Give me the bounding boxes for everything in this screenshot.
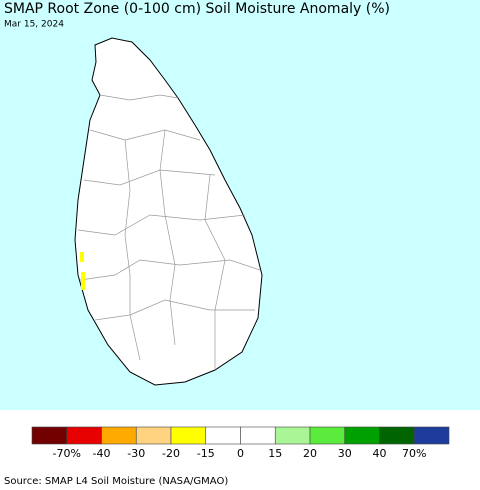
legend-label: -30	[127, 447, 145, 460]
legend: -70% -40 -30 -20 -15 0 15 20 30 40 70%	[31, 426, 450, 460]
legend-swatch	[135, 426, 172, 445]
legend-label: 0	[237, 447, 244, 460]
legend-swatch	[274, 426, 311, 445]
legend-label: -70%	[53, 447, 81, 460]
legend-swatch	[309, 426, 346, 445]
legend-label: -15	[197, 447, 215, 460]
district-borders	[77, 94, 261, 370]
legend-label: 20	[303, 447, 317, 460]
map-title: SMAP Root Zone (0-100 cm) Soil Moisture …	[4, 1, 390, 17]
legend-label: 40	[373, 447, 387, 460]
legend-swatch	[413, 426, 450, 445]
legend-swatch	[379, 426, 415, 445]
legend-label: -40	[93, 447, 111, 460]
legend-label: -20	[162, 447, 180, 460]
legend-swatch	[240, 426, 276, 445]
legend-swatch	[344, 426, 380, 445]
map-date: Mar 15, 2024	[4, 20, 64, 30]
legend-swatch	[101, 426, 137, 445]
legend-swatch	[205, 426, 241, 445]
legend-label: 15	[268, 447, 282, 460]
source-note: Source: SMAP L4 Soil Moisture (NASA/GMAO…	[4, 476, 228, 487]
legend-label: 70%	[402, 447, 426, 460]
legend-swatch	[170, 426, 207, 445]
legend-label: 30	[338, 447, 352, 460]
legend-swatch	[66, 426, 102, 445]
legend-swatch	[31, 426, 68, 445]
dry-patch	[81, 272, 85, 290]
dry-patch	[80, 252, 84, 262]
